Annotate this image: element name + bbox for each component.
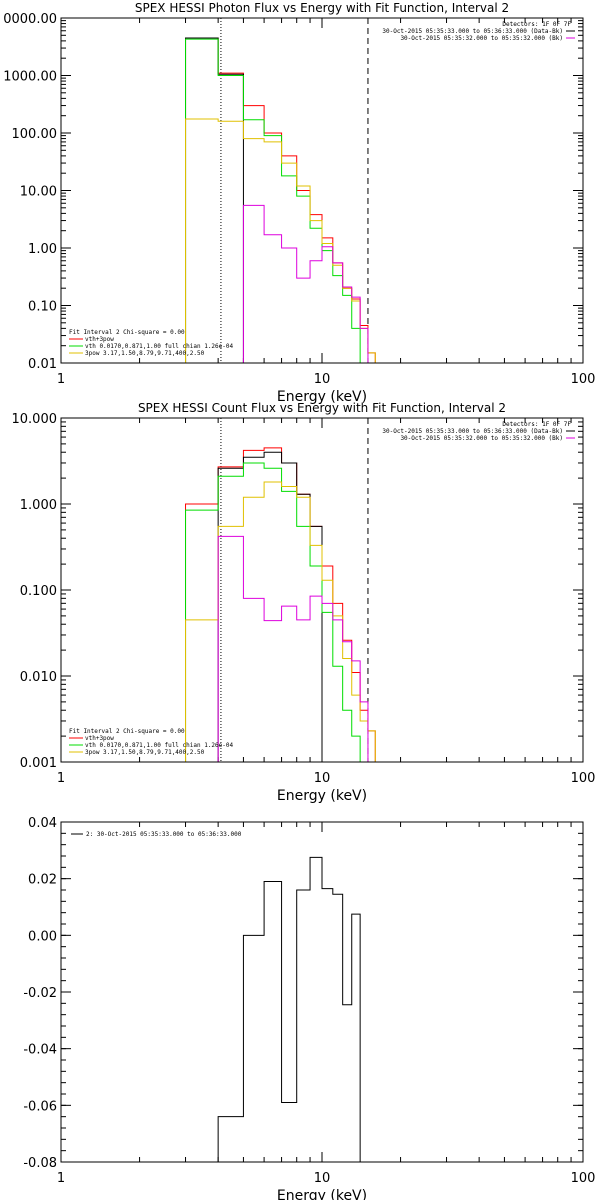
legend-top-right-text: 30-Oct-2015 05:35:33.000 to 05:36:33.000… (382, 28, 563, 35)
x-tick-label: 1 (57, 372, 65, 387)
y-tick-label: 0.001 (20, 756, 57, 771)
legend-bottom-left-text: vth 0.0170,0.871,1.00 full chian 1.26e-0… (85, 742, 233, 749)
x-tick-label: 100 (571, 771, 596, 786)
chart-panel-3: 1 10 100 -0.08 -0.06 -0.04 -0.02 0.00 0.02 0.04 En… (23, 816, 595, 1200)
series-line-1 (185, 447, 376, 762)
y-tick-label: 0.010 (20, 670, 57, 685)
chart-title: SPEX HESSI Photon Flux vs Energy with Fi… (135, 1, 509, 15)
legend-top-left-text: 2: 30-Oct-2015 05:35:33.000 to 05:36:33.… (86, 831, 242, 838)
x-tick-label: 10 (314, 372, 331, 387)
x-tick-label: 1 (57, 771, 65, 786)
y-tick-label: 10.000 (12, 412, 58, 427)
y-tick-label: 100.00 (12, 127, 58, 142)
x-tick-label: 100 (571, 372, 596, 387)
series-line-2 (217, 451, 323, 762)
legend-top-right-text: Detectors: 1F 0F 7F (502, 21, 571, 28)
x-tick-label: 100 (571, 1171, 596, 1186)
y-tick-label: 0000.00 (3, 12, 57, 27)
legend-bottom-left-text: 3pow 3.17,1.50,8.79,9.71,400,2.50 (85, 749, 205, 756)
data-area (217, 856, 361, 1162)
chart-panel-1: SPEX HESSI Photon Flux vs Energy with Fi… (3, 1, 595, 405)
series-line-4 (185, 118, 376, 363)
series-line-3 (185, 38, 369, 363)
x-tick-label: 10 (314, 1171, 331, 1186)
chart-title: SPEX HESSI Count Flux vs Energy with Fit… (138, 401, 506, 415)
y-tick-label: 0.04 (28, 816, 57, 831)
series-line-4 (185, 481, 376, 762)
x-tick-label: 1 (57, 1171, 65, 1186)
y-tick-label: -0.06 (23, 1099, 57, 1114)
y-tick-label: -0.04 (23, 1043, 57, 1058)
legend-top-right-text: 30-Oct-2015 05:35:33.000 to 05:36:33.000… (382, 428, 563, 435)
series-line-5 (217, 535, 369, 762)
x-axis-label: Energy (keV) (277, 788, 367, 804)
y-tick-label: 0.10 (28, 300, 57, 315)
chart-panel-2: SPEX HESSI Count Flux vs Energy with Fit… (12, 401, 596, 804)
plot-frame (60, 417, 584, 763)
y-tick-label: -0.02 (23, 986, 57, 1001)
y-tick-label: 1.000 (20, 498, 57, 513)
y-tick-label: 1.00 (28, 242, 57, 257)
series-line-2 (185, 37, 244, 363)
plot-frame (60, 17, 584, 364)
legend-bottom-left-text: vth 0.0170,0.871,1.00 full chian 1.26e-0… (85, 343, 233, 350)
legend-top-right-text: Detectors: 1F 0F 7F (502, 421, 571, 428)
y-tick-label: -0.08 (23, 1156, 57, 1171)
series-line-1 (185, 37, 376, 363)
plot-frame (60, 821, 584, 1163)
series-line-5 (242, 204, 369, 363)
y-tick-label: 0.00 (28, 929, 57, 944)
y-tick-label: 1000.00 (3, 70, 57, 85)
legend-bottom-left-text: 3pow 3.17,1.50,8.79,9.71,400,2.50 (85, 350, 205, 357)
x-axis-label: Energy (keV) (277, 1188, 367, 1200)
x-tick-label: 10 (314, 771, 331, 786)
x-axis-label: Energy (keV) (277, 389, 367, 405)
legend-bottom-left-text: Fit Interval 2 Chi-square = 0.00 (69, 329, 185, 336)
data-area (185, 18, 376, 363)
legend-bottom-left-text: Fit Interval 2 Chi-square = 0.00 (69, 728, 185, 735)
legend-top-right-text: 30-Oct-2015 05:35:32.000 to 05:35:32.000… (400, 435, 563, 442)
y-tick-label: 0.01 (28, 357, 57, 372)
legend-top-right-text: 30-Oct-2015 05:35:32.000 to 05:35:32.000… (400, 35, 563, 42)
y-tick-label: 0.02 (28, 873, 57, 888)
legend-bottom-left-text: vth+3pow (85, 735, 114, 742)
series-line-3 (185, 462, 361, 762)
series-line-1 (217, 856, 361, 1162)
legend-bottom-left-text: vth+3pow (85, 336, 114, 343)
data-area (185, 418, 376, 762)
y-tick-label: 0.100 (20, 584, 57, 599)
y-tick-label: 10.00 (20, 185, 57, 200)
